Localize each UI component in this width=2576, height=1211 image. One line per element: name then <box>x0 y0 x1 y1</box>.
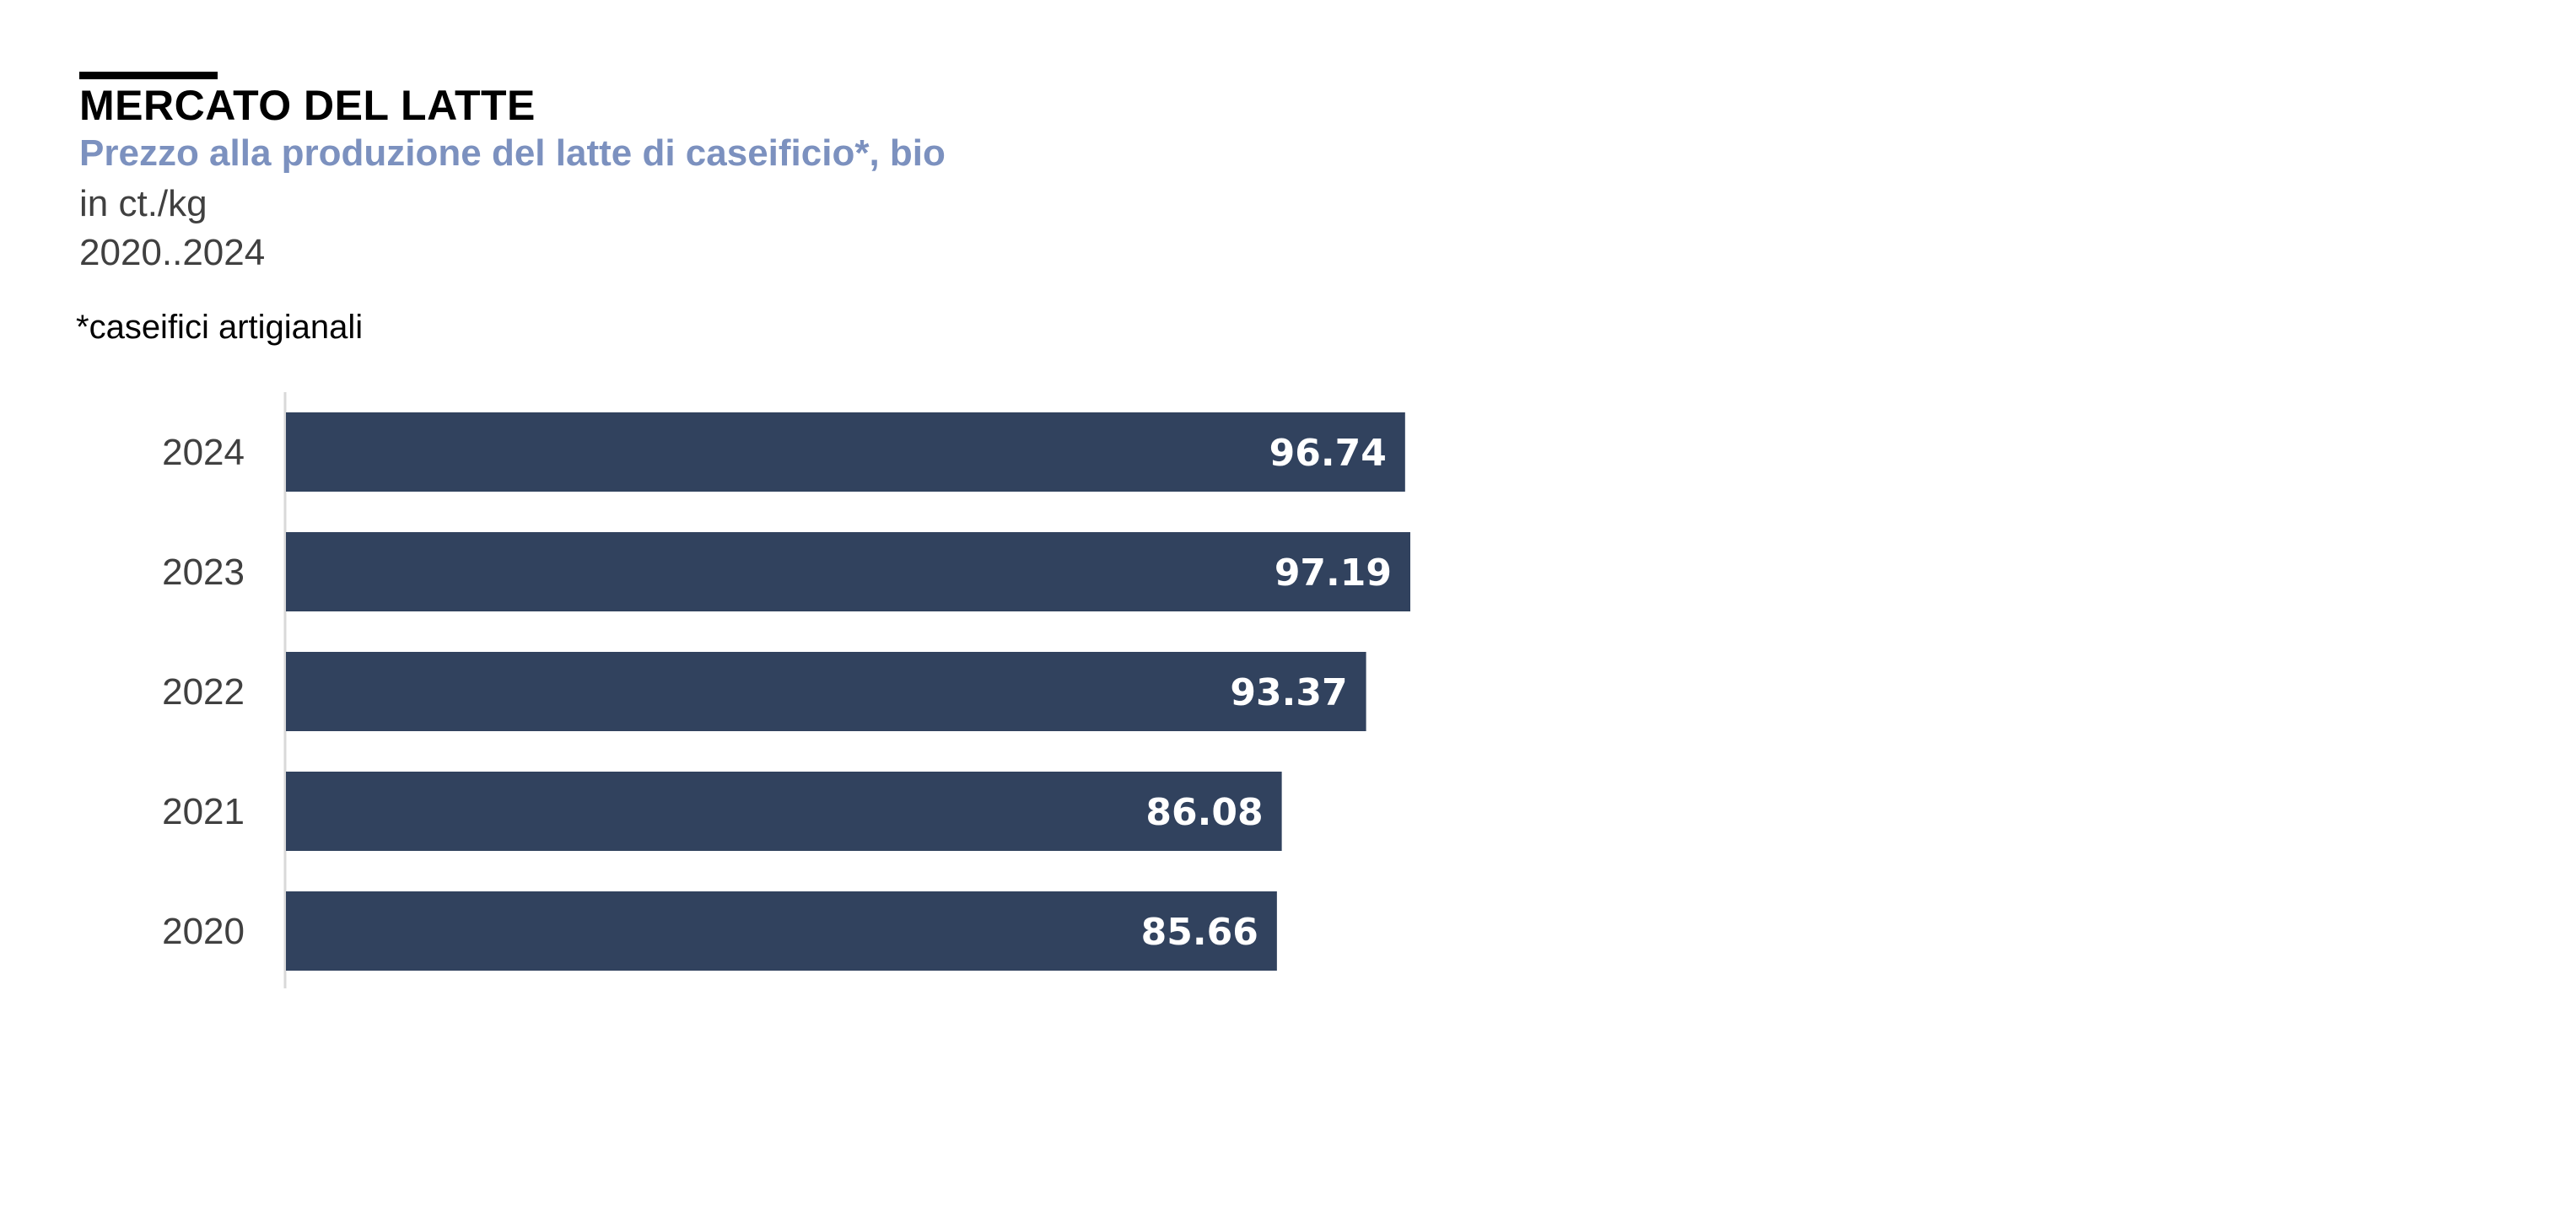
bar-group: 2020 85.66 <box>162 891 1277 971</box>
bar-2021 <box>286 772 1282 851</box>
category-label: 2020 <box>162 911 245 952</box>
value-label: 86.08 <box>1145 791 1263 834</box>
bar-2020 <box>286 891 1277 971</box>
value-label: 93.37 <box>1230 671 1347 714</box>
category-label: 2024 <box>162 432 245 473</box>
unit-label: in ct./kg <box>79 183 207 224</box>
category-label: 2023 <box>162 552 245 593</box>
value-label: 96.74 <box>1269 432 1387 475</box>
bar-group: 2023 97.19 <box>162 532 1410 611</box>
chart-subtitle: Prezzo alla produzione del latte di case… <box>79 132 946 174</box>
bar-group: 2022 93.37 <box>162 652 1366 731</box>
period-label: 2020..2024 <box>79 232 266 273</box>
bar-2022 <box>286 652 1366 731</box>
value-label: 85.66 <box>1141 911 1258 954</box>
bar-group: 2024 96.74 <box>162 412 1405 492</box>
header-accent-rule <box>79 72 218 79</box>
category-label: 2021 <box>162 791 245 832</box>
category-label: 2022 <box>162 671 245 713</box>
footnote: *caseifici artigianali <box>76 309 364 346</box>
value-label: 97.19 <box>1275 552 1392 595</box>
chart-title: MERCATO DEL LATTE <box>79 82 536 129</box>
bar-group: 2021 86.08 <box>162 772 1282 851</box>
bar-2024 <box>286 412 1405 492</box>
bar-2023 <box>286 532 1410 611</box>
